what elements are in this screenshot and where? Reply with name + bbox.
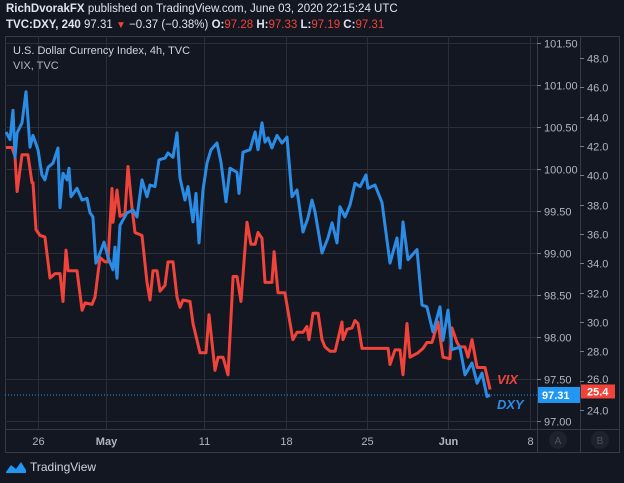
axis-b-tick-label: 26.0 <box>587 374 608 386</box>
vix-line <box>6 146 492 390</box>
chart-frame <box>5 36 620 453</box>
vix-series-label: VIX <box>497 372 519 387</box>
axis-a-tick-label: 97.00 <box>544 417 572 429</box>
axis-a-tick-label: 100.00 <box>544 165 578 177</box>
axis-b-tick-label: 48.0 <box>587 54 608 66</box>
axis-a-tick-label: 98.50 <box>544 291 572 303</box>
dxy-price-badge-text: 97.31 <box>542 390 570 402</box>
axis-b-tick-label: 38.0 <box>587 201 608 213</box>
symbol-info: TVC:DXY, 240 97.31 ▼ −0.37 (−0.38%) O:97… <box>6 19 384 31</box>
time-axis-label: 25 <box>361 436 373 448</box>
publish-info: RichDvorakFX published on TradingView.co… <box>6 3 398 15</box>
axis-b-tick-label: 32.0 <box>587 289 608 301</box>
low-value: 97.19 <box>311 19 341 31</box>
tradingview-cloud-icon <box>6 462 26 473</box>
time-axis-label: 18 <box>280 436 292 448</box>
legend-dxy[interactable]: U.S. Dollar Currency Index, 4h, TVC <box>13 45 191 57</box>
axis-a-tick-label: 98.00 <box>544 333 572 345</box>
axis-b-tick-label: 24.0 <box>587 406 608 418</box>
time-axis-label: 11 <box>199 436 210 448</box>
close-value: 97.31 <box>355 19 385 31</box>
axis-b-tick-label: 44.0 <box>587 113 608 125</box>
axis-b-tick-label: 34.0 <box>587 259 608 271</box>
axis-b-tick-label: 40.0 <box>587 171 608 183</box>
axis-b-button-label[interactable]: B <box>597 436 604 447</box>
axis-b-tick-label: 28.0 <box>587 347 608 359</box>
open-label: O: <box>211 19 225 31</box>
axis-a-tick-label: 99.50 <box>544 207 572 219</box>
high-label: H: <box>256 19 269 31</box>
axis-b-button[interactable] <box>591 431 609 449</box>
legend-vix[interactable]: VIX, TVC <box>13 60 59 72</box>
author-name[interactable]: RichDvorakFX <box>6 3 85 15</box>
dxy-price-badge <box>538 386 580 403</box>
vix-price-badge <box>581 384 615 399</box>
time-axis-label: May <box>96 436 118 448</box>
axis-a-button-label[interactable]: A <box>555 436 562 447</box>
axis-a-tick-label: 101.00 <box>544 81 578 93</box>
dxy-line <box>5 90 491 399</box>
dxy-series-label: DXY <box>497 397 525 412</box>
vix-price-badge-text: 25.4 <box>587 386 609 398</box>
brand-name: TradingView <box>30 460 97 474</box>
published-text: published on TradingView.com, June 03, 2… <box>87 3 398 15</box>
time-axis-label: Jun <box>439 436 459 448</box>
last-price: 97.31 <box>83 19 113 31</box>
tradingview-logo[interactable]: TradingView <box>5 460 96 474</box>
axis-b-tick-label: 46.0 <box>587 83 608 95</box>
open-value: 97.28 <box>224 19 254 31</box>
axis-b-tick-label: 42.0 <box>587 142 608 154</box>
close-label: C: <box>343 19 356 31</box>
axis-a-tick-label: 99.00 <box>544 249 572 261</box>
axis-b-tick-label: 30.0 <box>587 318 608 330</box>
axis-a-tick-label: 101.50 <box>544 39 578 51</box>
price-change: −0.37 (−0.38%) <box>129 19 209 31</box>
high-value: 97.33 <box>268 19 298 31</box>
time-axis-label: 8 <box>527 436 533 448</box>
axis-a-tick-label: 100.50 <box>544 123 578 135</box>
axis-b-tick-label: 36.0 <box>587 230 608 242</box>
symbol-label: TVC:DXY, 240 <box>6 19 81 31</box>
chart-legend: U.S. Dollar Currency Index, 4h, TVC VIX,… <box>13 44 190 74</box>
axis-a-tick-label: 97.50 <box>544 375 572 387</box>
axis-a-button[interactable] <box>549 431 567 449</box>
time-axis-label: 26 <box>32 436 44 448</box>
low-label: L: <box>300 19 312 31</box>
down-triangle-icon: ▼ <box>115 20 126 31</box>
